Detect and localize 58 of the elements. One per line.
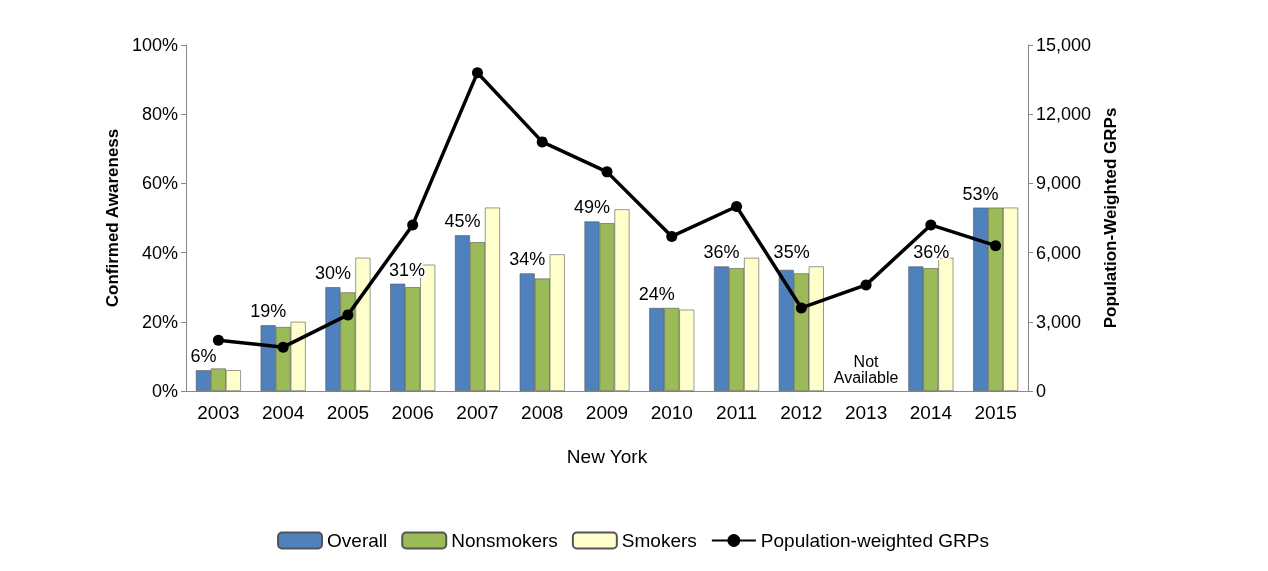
legend-label: Overall [327, 530, 388, 551]
data-label: 31% [389, 259, 426, 280]
y-tick-label: 80% [141, 104, 178, 125]
data-label: 34% [509, 249, 546, 270]
point [601, 166, 613, 178]
y-tick-label: 40% [141, 242, 178, 263]
data-label: 45% [444, 211, 481, 232]
y-tick-label: 100% [131, 35, 178, 55]
point [471, 67, 483, 79]
data-label: 6% [190, 346, 217, 367]
x-tick-label: 2007 [456, 402, 499, 423]
x-tick-label: 2014 [909, 402, 953, 423]
y2-tick-label: 12,000 [1036, 104, 1092, 125]
x-tick-label: 2011 [716, 402, 757, 423]
point [860, 279, 872, 291]
point [990, 240, 1002, 252]
y2-axis-title: Population-Weighted GRPs [1100, 107, 1120, 329]
data-label: 49% [573, 197, 611, 218]
y-tick-label: 60% [141, 173, 178, 194]
x-tick-label: 2004 [262, 402, 305, 423]
data-label: 19% [250, 301, 287, 322]
x-tick-label: 2005 [326, 402, 370, 423]
legend-label: Population-weighted GRPs [760, 530, 989, 551]
data-label: 24% [638, 283, 675, 304]
point [925, 219, 937, 231]
data-label: 35% [773, 241, 810, 262]
y-tick-label: 20% [141, 311, 178, 332]
x-axis-title: New York [566, 446, 648, 467]
point [536, 136, 548, 148]
point [666, 230, 678, 242]
x-tick-label: 2009 [585, 402, 629, 423]
x-tick-label: 2012 [780, 402, 823, 423]
x-tick-label: 2015 [974, 402, 1017, 423]
y2-tick-label: 9,000 [1036, 173, 1082, 194]
data-label: 53% [962, 183, 999, 204]
y2-tick-label: 6,000 [1036, 242, 1082, 263]
annotation: Not Available [833, 352, 899, 386]
x-tick-label: 2010 [650, 402, 693, 423]
x-tick-label: 2013 [844, 402, 888, 423]
data-label: 30% [314, 263, 351, 284]
x-tick-label: 2003 [197, 402, 240, 423]
x-tick-label: 2008 [521, 402, 564, 423]
x-tick-label: 2006 [391, 402, 434, 423]
y2-tick-label: 3,000 [1036, 311, 1082, 332]
point [795, 302, 807, 314]
y2-tick-label: 15,000 [1036, 35, 1092, 55]
data-label: 36% [703, 242, 740, 263]
point [731, 200, 743, 212]
legend-label: Smokers [621, 530, 697, 551]
point [277, 341, 289, 353]
data-label: 36% [913, 242, 950, 263]
y-tick-label: 0% [151, 381, 178, 401]
legend-label: Nonsmokers [451, 530, 558, 551]
point [407, 219, 419, 231]
point [342, 309, 354, 321]
y-axis-title: Confirmed Awareness [103, 128, 123, 308]
point [212, 334, 224, 346]
y2-tick-label: 0 [1036, 381, 1047, 401]
